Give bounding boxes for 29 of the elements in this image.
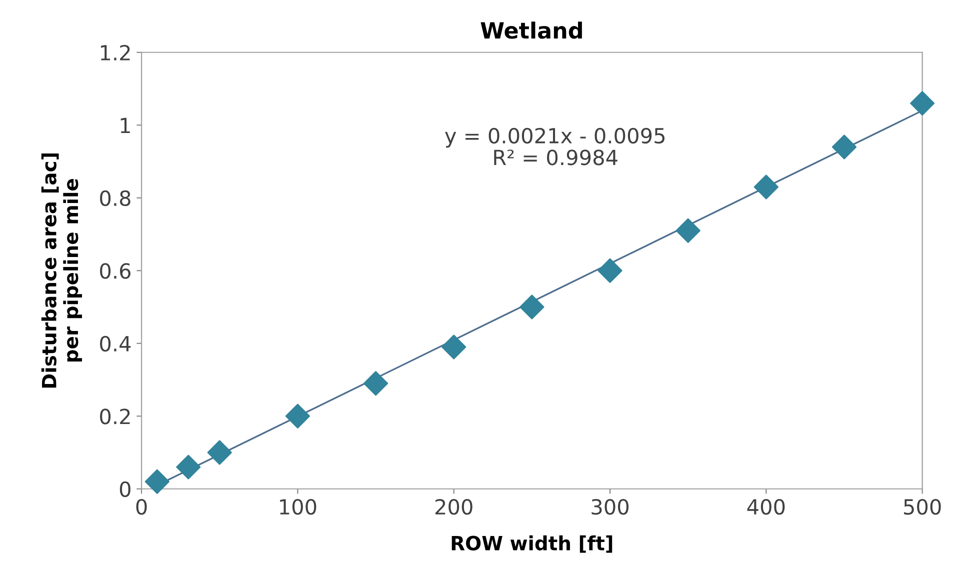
y-tick-label: 1.2: [100, 44, 130, 60]
y-axis-title: Disturbance area [ac] per pipeline mile: [41, 153, 82, 388]
y-tick-label: 0.2: [100, 408, 130, 424]
point: [285, 404, 310, 428]
point: [598, 258, 622, 283]
x-tick-label: 300: [592, 498, 628, 515]
y-tick-label: 0.6: [100, 263, 130, 279]
point: [832, 134, 857, 160]
point: [176, 454, 201, 480]
y-tick-label: 0.4: [100, 336, 131, 352]
x-tick-label: 400: [747, 498, 785, 515]
point: [910, 90, 935, 116]
point: [363, 371, 388, 396]
point: [676, 218, 700, 243]
y-tick-label: 0: [120, 481, 130, 498]
x-tick-label: 0: [136, 498, 147, 515]
chart-title: Wetland: [480, 22, 582, 39]
point: [754, 174, 778, 200]
y-tick-label: 1: [120, 118, 130, 134]
x-axis-title: ROW width [ft]: [452, 535, 612, 553]
x-tick-label: 200: [435, 498, 472, 515]
point: [144, 469, 170, 494]
x-tick-label: 500: [904, 498, 941, 515]
point: [207, 440, 232, 465]
x-tick-label: 100: [280, 498, 316, 515]
annotation: y = 0.0021x - 0.0095 R² = 0.9984: [445, 128, 664, 166]
point: [520, 294, 544, 320]
point: [442, 334, 466, 360]
y-tick-label: 0.8: [100, 190, 130, 206]
